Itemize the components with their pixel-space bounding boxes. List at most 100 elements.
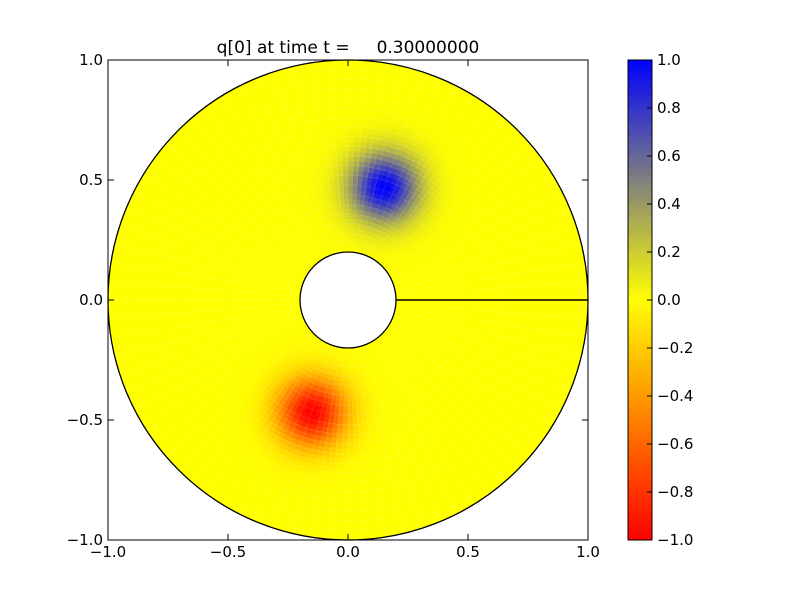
heatmap-cell [175, 286, 181, 294]
heatmap-cell [500, 287, 507, 295]
heatmap-cell [213, 309, 220, 317]
heatmap-cell [357, 423, 364, 430]
heatmap-cell [335, 452, 343, 459]
heatmap-cell [347, 472, 356, 478]
heatmap-cell [340, 486, 349, 493]
heatmap-cell [341, 146, 349, 152]
heatmap-cell [472, 289, 478, 296]
heatmap-cell [476, 289, 483, 296]
heatmap-cell [342, 160, 349, 167]
heatmap-cell [510, 299, 517, 307]
heatmap-cell [347, 395, 353, 402]
heatmap-cell [338, 184, 344, 191]
heatmap-cell [358, 437, 366, 444]
heatmap-cell [351, 400, 357, 406]
heatmap-cell [332, 175, 339, 182]
heatmap-cell [339, 491, 349, 498]
heatmap-cell [347, 227, 352, 234]
heatmap-cell [165, 306, 172, 315]
heatmap-cell [353, 146, 361, 152]
heatmap-cell [242, 287, 249, 293]
heatmap-cell [199, 310, 206, 318]
heatmap-cell [510, 286, 517, 294]
heatmap-cell [352, 170, 359, 176]
heatmap-cell [347, 174, 354, 181]
heatmap-cell [352, 174, 359, 181]
heatmap-cell [347, 141, 355, 147]
heatmap-cell [347, 457, 355, 464]
heatmap-cell [337, 170, 344, 176]
heatmap-cell [334, 467, 342, 473]
heatmap-cell [347, 400, 353, 406]
heatmap-cell [353, 155, 360, 162]
heatmap-cell [357, 165, 365, 172]
heatmap-cell [340, 472, 349, 478]
heatmap-cell [336, 390, 342, 397]
heatmap-cell [165, 299, 171, 308]
heatmap-cell [347, 146, 355, 152]
heatmap-cell [354, 112, 364, 119]
heatmap-cell [354, 122, 363, 129]
heatmap-cell [329, 146, 337, 153]
heatmap-cell [347, 453, 355, 459]
heatmap-cell [339, 404, 345, 411]
heatmap-cell [251, 299, 258, 305]
heatmap-cell [340, 112, 349, 119]
heatmap-cell [357, 175, 364, 182]
heatmap-cell [352, 414, 358, 421]
heatmap-cell [170, 285, 177, 294]
heatmap-cell [347, 131, 355, 138]
heatmap-cell [336, 155, 343, 162]
heatmap-cell [174, 292, 181, 301]
heatmap-cell [184, 299, 191, 307]
heatmap-cell [341, 150, 349, 157]
heatmap-cell [337, 428, 344, 435]
heatmap-cell [343, 189, 349, 195]
heatmap-cell [232, 299, 238, 305]
heatmap-cell [347, 405, 353, 411]
heatmap-cell [344, 213, 349, 219]
heatmap-cell [347, 433, 354, 440]
heatmap-cell [352, 184, 358, 191]
heatmap-cell [342, 433, 349, 440]
heatmap-cell [491, 305, 498, 312]
heatmap-cell [179, 306, 186, 314]
heatmap-cell [342, 170, 349, 176]
heatmap-cell [486, 305, 493, 312]
heatmap-cell [351, 194, 357, 200]
heatmap-cell [332, 170, 339, 177]
heatmap-cell [353, 150, 360, 157]
heatmap-cell [359, 447, 367, 454]
heatmap-cell [344, 366, 349, 373]
heatmap-cell [534, 284, 541, 293]
heatmap-cell [208, 304, 215, 312]
heatmap-cell [519, 306, 526, 315]
heatmap-cell [354, 462, 362, 469]
heatmap-cell [165, 285, 172, 294]
heatmap-cell [208, 288, 215, 296]
heatmap-cell [341, 141, 349, 147]
heatmap-cell [213, 294, 219, 301]
heatmap-cell [347, 198, 353, 205]
heatmap-cell [194, 299, 200, 307]
heatmap-cell [347, 477, 356, 483]
heatmap-cell [496, 305, 502, 313]
heatmap-cell [336, 150, 343, 157]
heatmap-cell [347, 112, 356, 119]
heatmap-cell [329, 447, 337, 454]
heatmap-cell [457, 308, 464, 314]
heatmap-cell [237, 295, 243, 301]
heatmap-cell [218, 289, 224, 296]
heatmap-cell [352, 419, 359, 426]
heatmap-cell [155, 292, 162, 301]
heatmap-cell [347, 410, 353, 416]
heatmap-cell [357, 170, 364, 177]
heatmap-cell [491, 293, 498, 301]
heatmap-cell [495, 311, 502, 319]
heatmap-cell [351, 203, 356, 210]
heatmap-cell [347, 179, 354, 186]
heatmap-cell [347, 443, 355, 450]
heatmap-cell [486, 294, 493, 301]
heatmap-cell [353, 141, 361, 148]
heatmap-cell [347, 429, 354, 435]
